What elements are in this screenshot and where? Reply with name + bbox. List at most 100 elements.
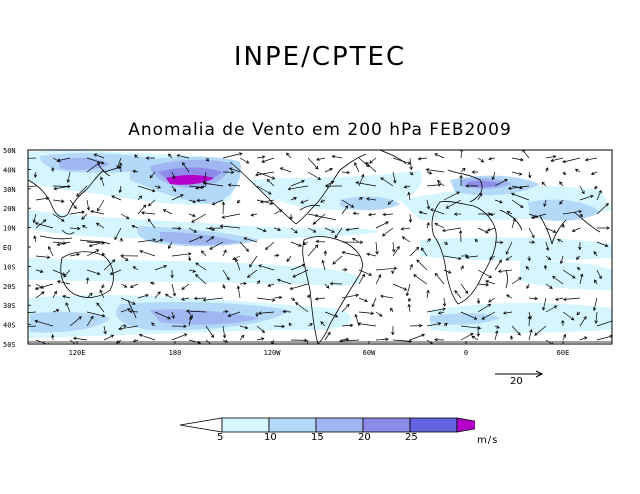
wind-arrow <box>541 181 547 187</box>
wind-arrow <box>596 269 602 280</box>
wind-arrow <box>256 297 276 302</box>
wind-arrow <box>52 309 60 313</box>
wind-arrow <box>416 259 428 271</box>
wind-arrow <box>222 325 227 339</box>
wind-arrow <box>168 241 173 250</box>
wind-arrow <box>477 303 492 313</box>
latitude-labels: 50N 40N 30N 20N 10N EQ 10S 20S 30S 40S 50S <box>3 147 31 349</box>
coastline <box>97 163 111 177</box>
wind-arrow <box>209 241 224 250</box>
wind-arrow <box>324 168 333 173</box>
wind-arrow <box>511 277 522 285</box>
lat-label: 30N <box>3 186 16 194</box>
wind-arrow <box>443 255 462 261</box>
wind-arrow <box>273 227 282 232</box>
wind-arrow <box>56 280 71 285</box>
wind-arrow <box>131 224 139 229</box>
lat-label: 20N <box>3 205 16 213</box>
wind-arrow <box>460 265 464 271</box>
wind-arrow <box>120 297 136 305</box>
wind-arrow <box>171 194 184 201</box>
wind-arrow <box>168 153 173 159</box>
wind-arrow <box>307 157 319 170</box>
wind-arrow <box>222 249 227 257</box>
wind-arrow <box>239 241 249 252</box>
wind-arrow <box>426 307 447 313</box>
wind-arrow <box>52 199 65 203</box>
wind-arrow <box>273 209 283 215</box>
wind-arrow <box>392 245 400 257</box>
wind-arrow <box>315 239 326 244</box>
wind-arrow <box>227 311 241 317</box>
wind-arrow <box>258 264 275 271</box>
wind-arrow <box>409 246 420 257</box>
wind-arrow <box>458 229 463 243</box>
wind-arrow <box>341 199 355 208</box>
wind-arrow <box>453 212 462 216</box>
wind-arrow <box>119 162 123 173</box>
wind-arrow <box>321 259 326 271</box>
wind-arrow <box>191 213 207 223</box>
wind-arrow <box>48 246 54 257</box>
wind-arrow <box>545 154 557 159</box>
wind-arrow <box>375 221 389 229</box>
wind-arrow <box>592 297 598 312</box>
wind-arrow <box>489 212 496 217</box>
wind-arrow <box>137 238 157 243</box>
wind-arrow <box>221 213 241 219</box>
wind-arrow <box>51 334 55 341</box>
wind-arrow <box>561 223 565 229</box>
wind-arrow <box>261 157 275 163</box>
wind-arrow <box>358 273 365 285</box>
wind-arrow <box>358 196 363 201</box>
wind-arrow <box>141 211 156 215</box>
wind-arrow <box>72 336 88 341</box>
wind-arrow <box>417 156 428 161</box>
wind-arrow <box>222 269 230 281</box>
wind-arrow <box>221 201 226 215</box>
wind-arrow <box>559 181 564 187</box>
wind-arrow <box>302 241 309 245</box>
wind-arrow <box>255 312 259 318</box>
wind-arrow <box>90 209 105 215</box>
wind-arrow <box>239 334 245 341</box>
wind-arrow <box>181 283 190 290</box>
wind-arrow <box>486 227 496 232</box>
wind-arrow <box>62 295 71 299</box>
coastline <box>379 150 407 165</box>
wind-arrow <box>596 189 602 201</box>
wind-arrow <box>465 255 479 259</box>
wind-arrow <box>443 191 460 201</box>
wind-arrow <box>86 315 94 327</box>
wind-arrow <box>491 171 496 181</box>
wind-arrow <box>109 269 122 276</box>
wind-arrow <box>371 297 377 308</box>
wind-arrow <box>474 239 479 243</box>
wind-arrow <box>52 269 66 276</box>
wind-arrow <box>307 244 319 257</box>
wind-arrow <box>118 185 122 194</box>
wind-arrow <box>193 296 207 301</box>
wind-arrow <box>154 264 168 271</box>
wind-arrow <box>471 170 479 174</box>
wind-arrow <box>354 162 360 173</box>
wind-arrow <box>202 297 224 302</box>
wind-arrow <box>366 197 377 201</box>
wind-arrow <box>320 199 326 203</box>
wind-anomaly-map: 50N 40N 30N 20N 10N EQ 10S 20S 30S 40S 50S 120E 180… <box>0 140 640 360</box>
wind-arrow <box>205 325 215 338</box>
wind-arrow <box>324 311 339 318</box>
wind-arrow <box>222 152 243 159</box>
wind-arrow <box>392 157 412 165</box>
wind-arrow <box>188 316 193 327</box>
wind-arrow <box>171 185 177 193</box>
wind-arrow <box>562 311 575 321</box>
wind-arrow <box>314 297 326 301</box>
wind-arrow <box>426 171 433 175</box>
wind-arrow <box>494 259 502 271</box>
wind-arrow <box>407 303 411 313</box>
wind-arrow <box>594 185 598 190</box>
colorbar-segment <box>315 417 364 433</box>
wind-arrow <box>279 167 292 173</box>
wind-arrow <box>380 177 394 187</box>
